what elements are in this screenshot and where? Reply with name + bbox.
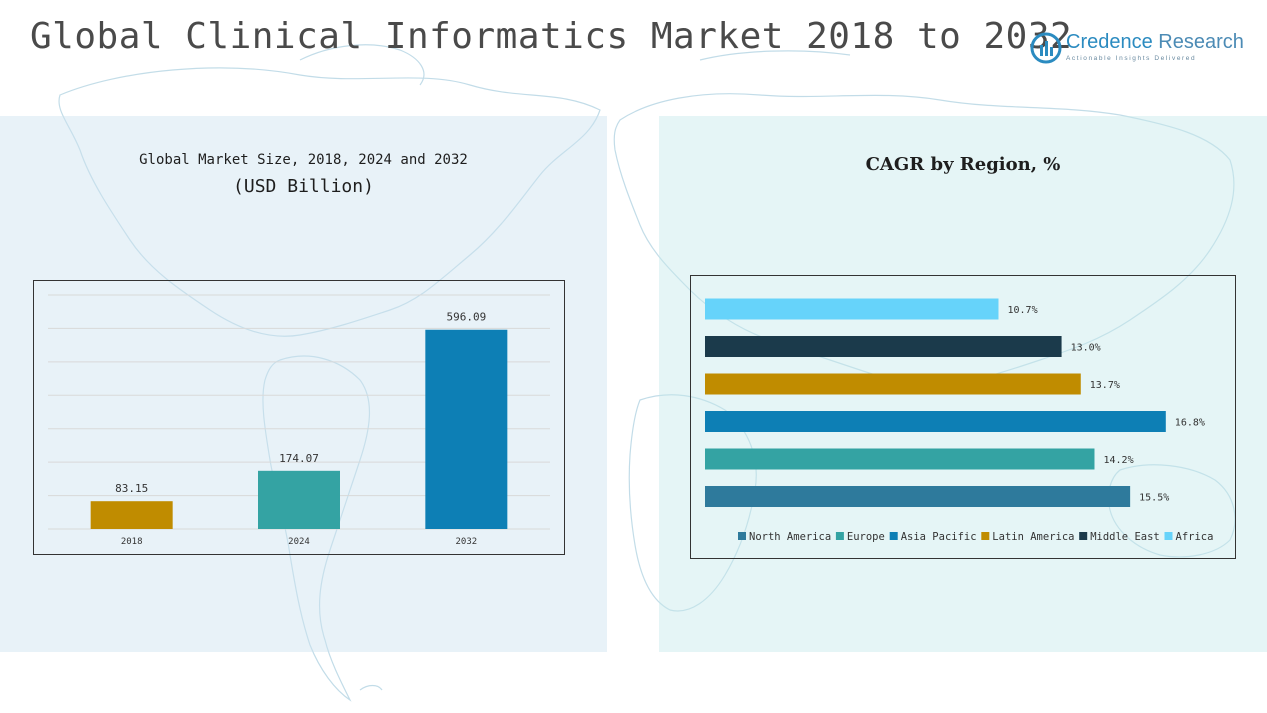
logo-name: Credence Research	[1066, 31, 1244, 54]
legend-label-europe: Europe	[847, 531, 885, 543]
market-size-bar-chart: 83.15 2018 174.07 2024 596.09 2032	[48, 294, 550, 547]
bar-value-label-2032: 596.09	[446, 311, 486, 324]
hbar-middle-east	[705, 336, 1062, 357]
hbar-value-label-latin-america: 13.7%	[1090, 380, 1120, 391]
bar-value-label-2024: 174.07	[279, 452, 319, 465]
hbar-europe	[705, 448, 1095, 470]
legend-label-latin-america: Latin America	[992, 531, 1074, 543]
x-tick-label-2024: 2024	[288, 537, 310, 547]
cagr-bar-chart: 10.7% 13.0% 13.7% 16.8% 14.2% 15.5% North Amer…	[705, 298, 1213, 543]
legend-swatch-europe	[835, 532, 844, 540]
legend-swatch-middle-east	[1079, 532, 1088, 540]
legend-label-asia-pacific: Asia Pacific	[901, 531, 977, 543]
hbar-value-label-europe: 14.2%	[1103, 455, 1133, 466]
legend-swatch-asia-pacific	[889, 532, 898, 540]
cagr-chart-frame: 10.7% 13.0% 13.7% 16.8% 14.2% 15.5% North Amer…	[690, 275, 1236, 559]
cagr-title: CAGR by Region, %	[865, 154, 1061, 175]
hbar-north-america	[705, 486, 1131, 507]
logo-name-research: Research	[1158, 31, 1244, 53]
x-tick-label-2032: 2032	[455, 537, 477, 547]
legend-label-middle-east: Middle East	[1090, 531, 1160, 543]
market-size-unit: (USD Billion)	[233, 176, 374, 197]
cagr-legend: North America Europe Asia Pacific Latin Ame…	[738, 531, 1213, 543]
hbar-value-label-north-america: 15.5%	[1139, 493, 1169, 504]
cagr-panel: CAGR by Region, % 10.7% 13.0% 13.7% 16.8% 14…	[659, 116, 1267, 652]
market-size-title: Global Market Size, 2018, 2024 and 2032	[139, 152, 468, 168]
bar-2018	[90, 501, 173, 529]
hbar-africa	[705, 298, 999, 320]
legend-swatch-north-america	[738, 532, 746, 540]
hbar-value-label-africa: 10.7%	[1007, 305, 1037, 316]
hbar-latin-america	[705, 373, 1081, 395]
logo-mark-icon	[1030, 32, 1062, 64]
legend-label-north-america: North America	[749, 531, 831, 543]
x-tick-label-2018: 2018	[121, 537, 143, 547]
legend-swatch-africa	[1164, 532, 1173, 540]
hbar-value-label-asia-pacific: 16.8%	[1175, 418, 1205, 429]
hbar-asia-pacific	[705, 411, 1166, 432]
bar-value-label-2018: 83.15	[115, 482, 148, 495]
bar-2032	[425, 329, 508, 529]
logo-name-credence: Credence	[1066, 31, 1153, 53]
credence-research-logo: Credence Research Actionable Insights De…	[1030, 30, 1244, 66]
market-size-panel: Global Market Size, 2018, 2024 and 2032 …	[0, 116, 607, 652]
market-size-chart-frame: 83.15 2018 174.07 2024 596.09 2032	[33, 280, 565, 555]
page-title: Global Clinical Informatics Market 2018 …	[30, 16, 1073, 57]
hbar-value-label-middle-east: 13.0%	[1071, 343, 1101, 354]
legend-label-africa: Africa	[1176, 531, 1214, 543]
bar-2024	[258, 470, 340, 529]
logo-tagline: Actionable Insights Delivered	[1066, 55, 1197, 62]
legend-swatch-latin-america	[981, 532, 990, 540]
